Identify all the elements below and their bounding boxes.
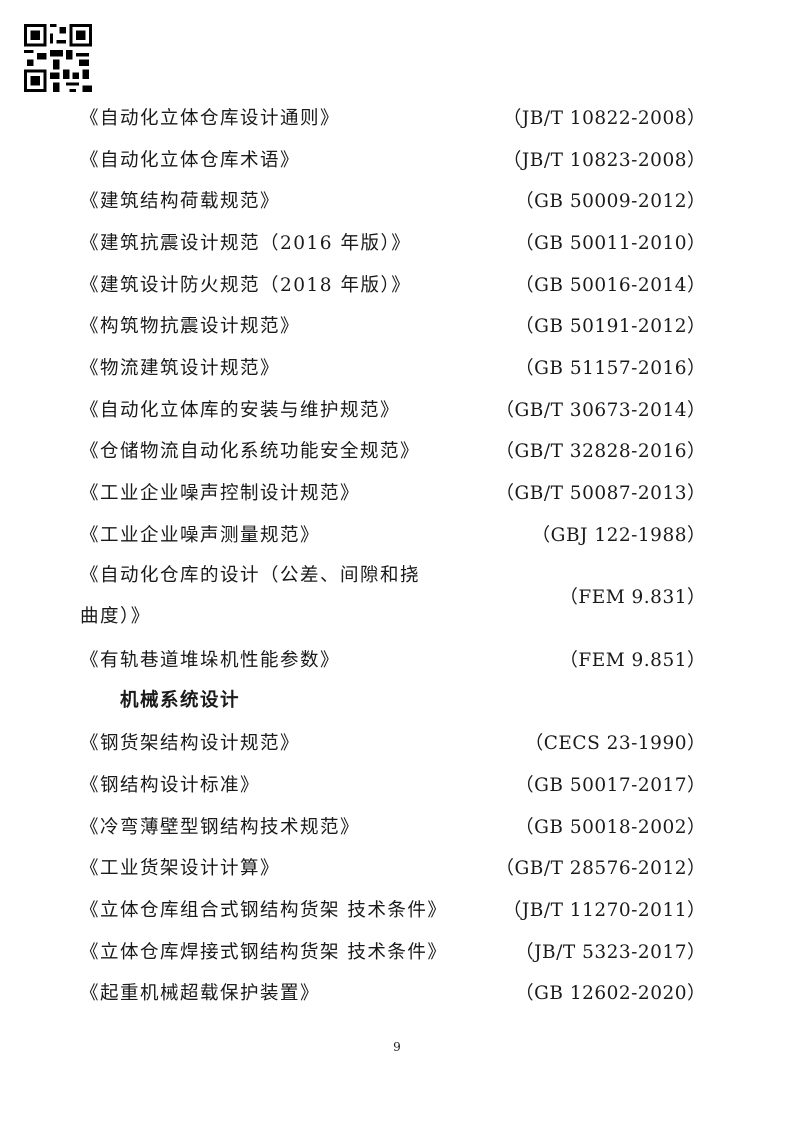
standard-code: （GB 50018-2002） xyxy=(515,816,706,838)
standard-code: （GBJ 122-1988） xyxy=(531,524,706,546)
standard-reference-item: 《自动化仓库的设计（公差、间隙和挠 曲度）》 （FEM 9.831） xyxy=(80,555,706,638)
standard-title: 《有轨巷道堆垛机性能参数》 xyxy=(80,646,340,672)
standard-title-line: 《工业企业噪声控制设计规范》 xyxy=(80,483,361,505)
standard-code: （GB 12602-2020） xyxy=(515,983,706,1005)
standard-title-line: 《工业货架设计计算》 xyxy=(80,858,281,880)
standard-reference-item: 《建筑结构荷载规范》 （GB 50009-2012） xyxy=(80,179,706,221)
standard-title-line: 《构筑物抗震设计规范》 xyxy=(80,316,301,338)
standard-title-line: 《自动化仓库的设计（公差、间隙和挠 xyxy=(80,564,421,586)
page-number: 9 xyxy=(393,1040,401,1054)
standard-title-line: 《钢结构设计标准》 xyxy=(80,774,261,796)
reference-standards-list: 《自动化立体仓库设计通则》 （JB/T 10822-2008） 《自动化立体仓库术语… xyxy=(80,96,706,1013)
standard-title-line: 《钢货架结构设计规范》 xyxy=(80,733,301,755)
standard-title: 《钢结构设计标准》 xyxy=(80,771,260,797)
standard-title: 《构筑物抗震设计规范》 xyxy=(80,312,300,338)
standard-title: 《工业货架设计计算》 xyxy=(80,854,280,880)
standard-code: （JB/T 11270-2011） xyxy=(502,899,706,921)
standard-title: 《自动化立体仓库设计通则》 xyxy=(80,104,340,130)
standard-code: （GB/T 28576-2012） xyxy=(495,858,706,880)
standard-title-line: 《仓储物流自动化系统功能安全规范》 xyxy=(80,441,421,463)
standard-code: （GB 51157-2016） xyxy=(515,357,706,379)
standard-code: （GB 50017-2017） xyxy=(515,774,706,796)
standard-reference-item: 《冷弯薄壁型钢结构技术规范》 （GB 50018-2002） xyxy=(80,805,706,847)
standard-title: 《立体仓库组合式钢结构货架 技术条件》 xyxy=(80,896,447,922)
section-heading: 机械系统设计 xyxy=(120,689,241,711)
standard-title-line: 《有轨巷道堆垛机性能参数》 xyxy=(80,649,341,671)
standard-title-line: 《建筑设计防火规范（2018 年版）》 xyxy=(80,274,412,296)
standard-reference-item: 《立体仓库焊接式钢结构货架 技术条件》 （JB/T 5323-2017） xyxy=(80,930,706,972)
standard-reference-item: 《有轨巷道堆垛机性能参数》 （FEM 9.851） xyxy=(80,638,706,680)
qr-code-icon xyxy=(24,24,92,92)
standard-title: 《物流建筑设计规范》 xyxy=(80,354,280,380)
standard-code: （CECS 23-1990） xyxy=(524,733,706,755)
standard-code: （JB/T 5323-2017） xyxy=(515,941,706,963)
standard-title-line: 《物流建筑设计规范》 xyxy=(80,357,281,379)
standard-title-line: 《建筑抗震设计规范（2016 年版）》 xyxy=(80,232,412,254)
standard-title-line: 《建筑结构荷载规范》 xyxy=(80,191,281,213)
standard-reference-item: 《仓储物流自动化系统功能安全规范》 （GB/T 32828-2016） xyxy=(80,430,706,472)
standard-reference-item: 《自动化立体仓库术语》 （JB/T 10823-2008） xyxy=(80,138,706,180)
standard-title-line: 《自动化立体仓库设计通则》 xyxy=(80,107,341,129)
standard-title: 《建筑结构荷载规范》 xyxy=(80,187,280,213)
standard-code: （GB 50016-2014） xyxy=(515,274,706,296)
standard-reference-item: 《构筑物抗震设计规范》 （GB 50191-2012） xyxy=(80,304,706,346)
standard-title-line: 《工业企业噪声测量规范》 xyxy=(80,524,321,546)
standard-title-line: 曲度）》 xyxy=(80,606,151,628)
standard-code: （JB/T 10823-2008） xyxy=(502,149,706,171)
standard-code: （GB 50191-2012） xyxy=(515,316,706,338)
standard-title: 《立体仓库焊接式钢结构货架 技术条件》 xyxy=(80,938,447,964)
standard-reference-item: 《立体仓库组合式钢结构货架 技术条件》 （JB/T 11270-2011） xyxy=(80,888,706,930)
standard-reference-item: 《工业货架设计计算》 （GB/T 28576-2012） xyxy=(80,846,706,888)
standard-reference-item: 《物流建筑设计规范》 （GB 51157-2016） xyxy=(80,346,706,388)
standard-title-line: 《立体仓库焊接式钢结构货架 技术条件》 xyxy=(80,941,448,963)
standard-reference-item: 《钢货架结构设计规范》 （CECS 23-1990） xyxy=(80,721,706,763)
standard-reference-item: 《建筑抗震设计规范（2016 年版）》 （GB 50011-2010） xyxy=(80,221,706,263)
standard-title: 《建筑设计防火规范（2018 年版）》 xyxy=(80,271,411,297)
standard-title: 《自动化立体仓库术语》 xyxy=(80,146,300,172)
standard-title: 《钢货架结构设计规范》 xyxy=(80,729,300,755)
standard-reference-item: 《起重机械超载保护装置》 （GB 12602-2020） xyxy=(80,971,706,1013)
standard-code: （FEM 9.831） xyxy=(559,587,706,609)
standard-title: 《冷弯薄壁型钢结构技术规范》 xyxy=(80,813,360,839)
standard-code: （GB/T 30673-2014） xyxy=(495,399,706,421)
standard-title: 《自动化仓库的设计（公差、间隙和挠 曲度）》 xyxy=(80,555,420,638)
standard-reference-item: 《工业企业噪声测量规范》 （GBJ 122-1988） xyxy=(80,513,706,555)
standard-reference-item: 《工业企业噪声控制设计规范》 （GB/T 50087-2013） xyxy=(80,471,706,513)
standard-title: 《工业企业噪声控制设计规范》 xyxy=(80,479,360,505)
standard-code: （GB 50009-2012） xyxy=(515,191,706,213)
standard-code: （FEM 9.851） xyxy=(559,649,706,671)
standard-reference-item: 《建筑设计防火规范（2018 年版）》 （GB 50016-2014） xyxy=(80,263,706,305)
standard-code: （GB 50011-2010） xyxy=(515,232,706,254)
standard-code: （JB/T 10822-2008） xyxy=(502,107,706,129)
standard-title: 《工业企业噪声测量规范》 xyxy=(80,521,320,547)
standard-code: （GB/T 50087-2013） xyxy=(495,483,706,505)
standard-title: 《起重机械超载保护装置》 xyxy=(80,979,320,1005)
standard-title-line: 《自动化立体库的安装与维护规范》 xyxy=(80,399,401,421)
standard-code: （GB/T 32828-2016） xyxy=(495,441,706,463)
standard-reference-item: 《钢结构设计标准》 （GB 50017-2017） xyxy=(80,763,706,805)
standard-title-line: 《立体仓库组合式钢结构货架 技术条件》 xyxy=(80,899,448,921)
standard-title: 《仓储物流自动化系统功能安全规范》 xyxy=(80,437,420,463)
standard-title-line: 《起重机械超载保护装置》 xyxy=(80,983,321,1005)
standard-title: 《建筑抗震设计规范（2016 年版）》 xyxy=(80,229,411,255)
standard-reference-item: 《自动化立体库的安装与维护规范》 （GB/T 30673-2014） xyxy=(80,388,706,430)
standard-title-line: 《冷弯薄壁型钢结构技术规范》 xyxy=(80,816,361,838)
standard-title-line: 《自动化立体仓库术语》 xyxy=(80,149,301,171)
standard-title: 《自动化立体库的安装与维护规范》 xyxy=(80,396,400,422)
standard-reference-item: 《自动化立体仓库设计通则》 （JB/T 10822-2008） xyxy=(80,96,706,138)
